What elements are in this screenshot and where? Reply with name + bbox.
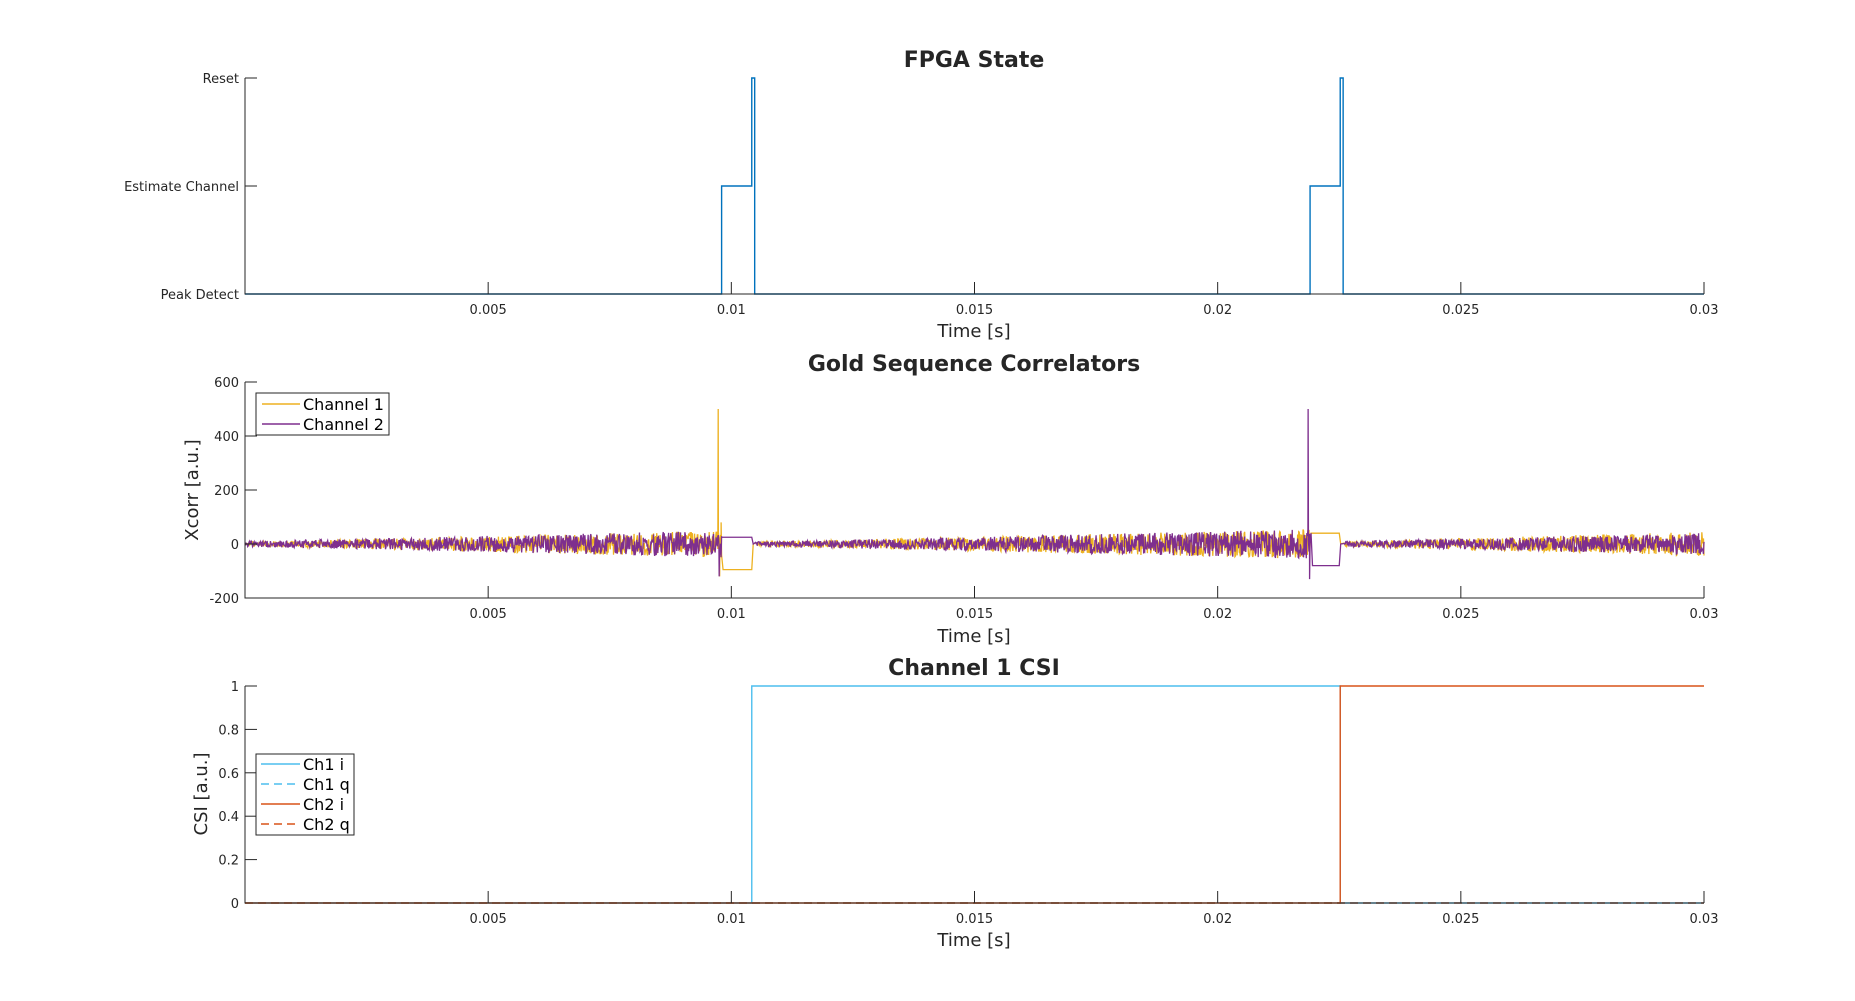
fpga-state-y-tick-label: Peak Detect [161,288,239,303]
series-line-ch1-i [245,685,1704,904]
series-line-fpga-state-0 [245,77,1704,295]
correlators-x-tick-label: 0.02 [1203,607,1232,622]
legend-label-ch2-i: Ch2 i [303,795,344,814]
csi-x-tick-label: 0.03 [1690,912,1719,927]
csi-y-tick-label: 0.8 [218,723,239,738]
csi-x-axis-label: Time [s] [936,930,1010,951]
correlators-title: Gold Sequence Correlators [808,352,1140,377]
legend-label-ch1-i: Ch1 i [303,755,344,774]
csi-y-tick-label: 0.2 [218,854,239,869]
fpga-state-x-tick-label: 0.03 [1690,303,1719,318]
legend-label-channel-1: Channel 1 [303,395,384,414]
fpga-state-x-tick-label: 0.005 [470,303,507,318]
panel-channel-1-csi: Channel 1 CSI 0.005 0.01 0.015 0.02 0.025 0.0… [191,656,1718,951]
correlators-plot-area [244,408,1705,580]
csi-x-tick-label: 0.015 [956,912,993,927]
correlators-legend-box [255,392,390,436]
fpga-state-x-ticks: 0.005 0.01 0.015 0.02 0.025 0.03 [470,282,1719,318]
fpga-state-x-axis-label: Time [s] [936,321,1010,342]
csi-x-tick-label: 0.02 [1203,912,1232,927]
correlators-y-tick-label: 600 [214,376,239,391]
correlators-legend: Channel 1 Channel 2 [255,392,390,436]
correlators-y-tick-label: -200 [209,592,239,607]
correlators-x-tick-label: 0.01 [717,607,746,622]
csi-y-tick-label: 1 [231,680,239,695]
csi-y-tick-label: 0 [231,897,239,912]
correlators-x-ticks: 0.005 0.01 0.015 0.02 0.025 0.03 [470,586,1719,622]
csi-x-tick-label: 0.005 [470,912,507,927]
csi-y-axis-label: CSI [a.u.] [191,753,212,836]
csi-y-tick-label: 0.6 [218,767,239,782]
csi-title: Channel 1 CSI [888,656,1060,681]
correlators-x-tick-label: 0.025 [1442,607,1479,622]
series-line-channel-2 [244,408,1705,580]
legend-label-channel-2: Channel 2 [303,415,384,434]
csi-x-tick-label: 0.01 [717,912,746,927]
fpga-state-y-tick-label: Estimate Channel [124,180,239,195]
correlators-x-tick-label: 0.015 [956,607,993,622]
csi-x-ticks: 0.005 0.01 0.015 0.02 0.025 0.03 [470,891,1719,927]
correlators-y-tick-label: 0 [231,538,239,553]
fpga-state-x-tick-label: 0.015 [956,303,993,318]
csi-y-tick-label: 0.4 [218,810,239,825]
fpga-state-x-tick-label: 0.025 [1442,303,1479,318]
correlators-x-tick-label: 0.005 [470,607,507,622]
csi-legend: Ch1 i Ch1 q Ch2 i Ch2 q [255,753,355,836]
legend-label-ch1-q: Ch1 q [303,775,350,794]
fpga-state-y-ticks: Peak Detect Estimate Channel Reset [124,72,257,303]
correlators-y-tick-label: 200 [214,484,239,499]
fpga-state-x-tick-label: 0.02 [1203,303,1232,318]
fpga-state-x-tick-label: 0.01 [717,303,746,318]
correlators-y-tick-label: 400 [214,430,239,445]
correlators-x-tick-label: 0.03 [1690,607,1719,622]
correlators-x-axis-label: Time [s] [936,626,1010,647]
csi-y-ticks: 0 0.2 0.4 0.6 0.8 1 [218,680,257,912]
fpga-state-axes [244,78,1704,295]
csi-legend-box [255,753,355,836]
correlators-y-axis-label: Xcorr [a.u.] [182,439,203,540]
csi-plot-area [245,685,1704,904]
csi-x-tick-label: 0.025 [1442,912,1479,927]
panel-gold-sequence-correlators: Gold Sequence Correlators 0.005 0.01 0.015… [182,352,1718,647]
series-line-ch2-i [245,685,1704,904]
correlators-axes [244,382,1704,599]
csi-axes [244,686,1704,904]
fpga-state-title: FPGA State [904,48,1045,73]
legend-label-ch2-q: Ch2 q [303,815,350,834]
panel-fpga-state: FPGA State 0.005 0.01 0.015 0.02 0.025 0.03 P… [124,48,1718,342]
fpga-state-plot-area [245,77,1704,295]
fpga-state-y-tick-label: Reset [203,72,239,87]
correlators-y-ticks: -200 0 200 400 600 [209,376,257,607]
